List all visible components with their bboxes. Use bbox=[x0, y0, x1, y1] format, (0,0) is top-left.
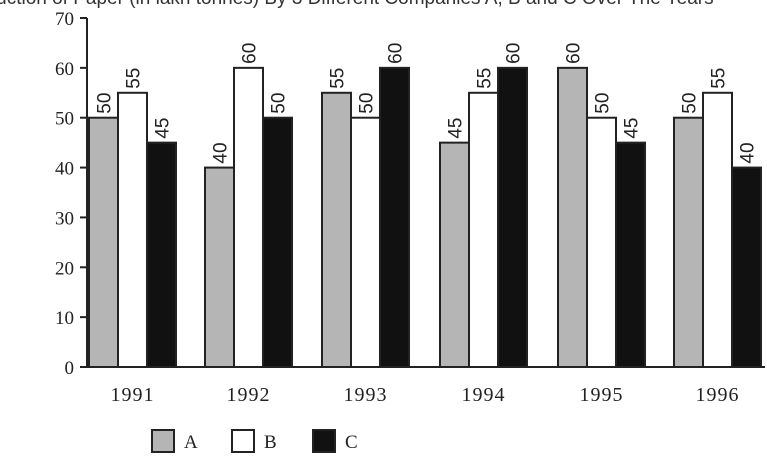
bar-b-1992 bbox=[233, 66, 264, 368]
x-axis-labels: 1991 1992 1993 1994 1995 1996 bbox=[111, 384, 740, 406]
data-label: 60 bbox=[240, 43, 261, 64]
bar-a-1991 bbox=[88, 116, 119, 369]
data-label: 60 bbox=[504, 43, 525, 64]
legend-swatch-b bbox=[231, 429, 255, 453]
y-tick-label: 40 bbox=[55, 159, 74, 180]
y-tick-label: 0 bbox=[65, 358, 75, 379]
bar-a-1993 bbox=[321, 91, 352, 369]
bar-b-1991 bbox=[117, 91, 148, 369]
x-tick-label: 1996 bbox=[696, 384, 740, 406]
data-label: 55 bbox=[475, 68, 496, 89]
bar-b-1993 bbox=[350, 116, 381, 369]
bar-c-1996 bbox=[731, 166, 762, 368]
bar-c-1991 bbox=[146, 141, 177, 368]
legend-label: C bbox=[345, 432, 358, 453]
legend: A B C bbox=[151, 429, 358, 453]
data-label: 50 bbox=[593, 93, 614, 114]
y-tick-label: 10 bbox=[55, 308, 74, 329]
bar-a-1992 bbox=[204, 166, 235, 368]
data-label: 40 bbox=[211, 142, 232, 163]
y-tick-label: 50 bbox=[55, 109, 74, 130]
bar-b-1994 bbox=[468, 91, 499, 369]
data-label: 40 bbox=[738, 142, 759, 163]
data-label: 45 bbox=[446, 118, 467, 139]
y-tick-label: 30 bbox=[55, 208, 74, 229]
data-label: 60 bbox=[386, 43, 407, 64]
bar-a-1996 bbox=[673, 116, 704, 369]
data-label: 45 bbox=[622, 118, 643, 139]
x-tick-label: 1995 bbox=[580, 384, 624, 406]
bar-a-1994 bbox=[439, 141, 470, 368]
x-tick-label: 1993 bbox=[344, 384, 388, 406]
bar-c-1992 bbox=[262, 116, 293, 369]
bar-c-1993 bbox=[379, 66, 410, 368]
bar-b-1995 bbox=[586, 116, 617, 369]
data-label: 50 bbox=[95, 93, 116, 114]
data-label: 55 bbox=[124, 68, 145, 89]
bar-b-1996 bbox=[702, 91, 733, 369]
bar-c-1995 bbox=[615, 141, 646, 368]
chart-title: Production of Paper (in lakh tonnes) By … bbox=[0, 0, 714, 9]
legend-label: B bbox=[264, 432, 277, 453]
data-label: 55 bbox=[328, 68, 349, 89]
x-tick-label: 1994 bbox=[462, 384, 506, 406]
data-label: 55 bbox=[709, 68, 730, 89]
data-label: 50 bbox=[269, 93, 290, 114]
legend-swatch-c bbox=[312, 429, 336, 453]
x-tick-label: 1991 bbox=[111, 384, 155, 406]
data-label: 60 bbox=[564, 43, 585, 64]
bars bbox=[88, 66, 762, 369]
legend-label: A bbox=[184, 432, 198, 453]
data-labels: 50 55 45 40 60 50 55 50 60 45 55 60 60 50 45 50 55 40 bbox=[95, 43, 759, 164]
y-tick-label: 20 bbox=[55, 258, 74, 279]
bar-a-1995 bbox=[557, 66, 588, 368]
data-label: 50 bbox=[680, 93, 701, 114]
legend-swatch-a bbox=[151, 429, 175, 453]
y-axis-ticks: 0 10 20 30 40 50 60 70 bbox=[55, 9, 87, 379]
data-label: 45 bbox=[153, 118, 174, 139]
data-label: 50 bbox=[357, 93, 378, 114]
y-tick-label: 70 bbox=[55, 9, 74, 30]
y-tick-label: 60 bbox=[55, 59, 74, 80]
x-tick-label: 1992 bbox=[227, 384, 271, 406]
bar-c-1994 bbox=[497, 66, 528, 368]
